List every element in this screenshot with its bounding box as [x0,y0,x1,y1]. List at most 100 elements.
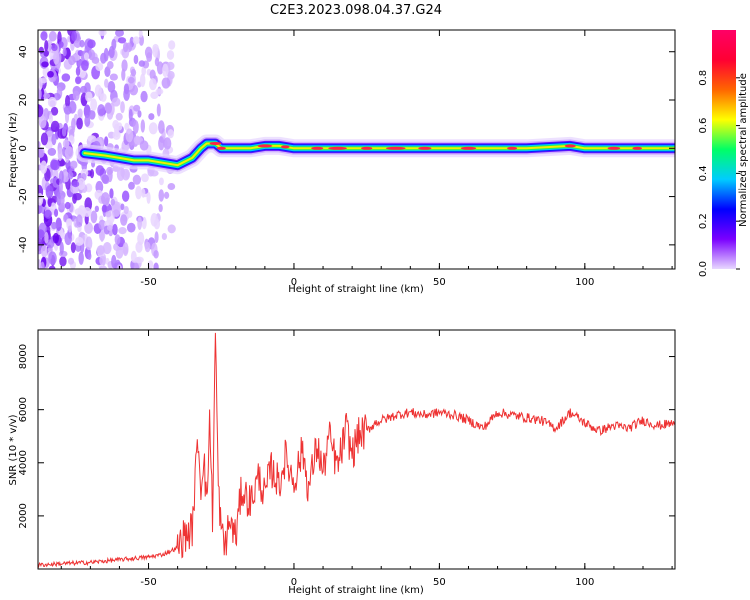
heatmap-cell [149,78,157,91]
heatmap-cell [127,76,135,84]
heatmap-x-axis-label: Height of straight line (km) [288,284,424,295]
colorbar-bar [712,30,736,269]
heatmap-cell [75,236,84,246]
heatmap-cell [68,55,76,66]
snr-line [38,332,675,568]
heatmap-cell [156,103,161,117]
heatmap-cell [38,104,44,118]
heatmap-cell [70,160,78,169]
heatmap-cell [76,214,83,228]
heatmap-cell [106,61,114,70]
heatmap-cell [122,42,129,53]
heatmap-cell [45,185,54,199]
heatmap-cell [115,30,124,37]
heatmap-cell [116,122,123,131]
heatmap-cell [101,174,110,184]
heatmap-cell [90,210,98,224]
heatmap-cell [111,203,121,217]
heatmap-cell [121,190,130,202]
ridge-peak [632,146,642,150]
x-tick-label: 100 [575,277,594,288]
heatmap-cell [148,113,155,120]
heatmap-x-ticks: -50 0 50 100 [60,30,673,288]
heatmap-cell [72,180,80,188]
heatmap-cell [83,52,90,61]
heatmap-cell [120,214,128,226]
heatmap-cell [118,227,127,235]
heatmap-cell [146,191,151,204]
heatmap-cell [59,241,64,256]
heatmap-cell [88,49,96,61]
heatmap-cell [65,94,71,108]
heatmap-cell [63,105,72,115]
heatmap-cell [47,96,57,108]
heatmap-cell [153,218,161,230]
heatmap-cell [89,168,95,179]
heatmap-cell [87,39,96,49]
heatmap-cell [46,239,55,249]
heatmap-cell [114,234,121,245]
x-tick-label: 0 [291,277,297,288]
ridge-peak [607,146,621,150]
heatmap-cell [99,93,107,102]
heatmap-cell [73,192,82,201]
heatmap-cell [144,46,153,59]
heatmap-cell [121,168,131,181]
colorbar-tick-label: 0.4 [698,165,709,181]
heatmap-cell [40,160,48,174]
heatmap-cell [140,119,146,133]
heatmap-cell [88,109,96,120]
heatmap-cell [59,256,67,267]
ridge-peak [281,145,290,149]
heatmap-cell [95,62,104,71]
heatmap-cell [51,44,58,52]
heatmap-cell [140,90,148,103]
heatmap-cell [58,180,63,194]
heatmap-cell [97,104,106,117]
heatmap-cell [62,139,70,149]
heatmap-cell [121,68,126,81]
heatmap-cell [40,132,48,146]
heatmap-cell [99,255,106,266]
heatmap-frame [37,29,676,270]
heatmap-cell [124,122,130,131]
heatmap-cell [53,208,59,218]
heatmap-cell [105,211,112,218]
heatmap-cell [138,30,143,38]
ridge-peak [311,146,324,150]
heatmap-cell [112,130,121,140]
heatmap-cell [100,52,107,64]
x-tick-label: 100 [575,577,594,588]
heatmap-cell [132,36,140,45]
heatmap-cell [139,140,149,151]
y-tick-label: 20 [18,94,29,107]
heatmap-cell [71,117,76,131]
heatmap-cell [120,203,125,211]
heatmap-cell [135,185,142,200]
heatmap-cell [70,242,76,254]
heatmap-cell [50,159,58,170]
heatmap-cell [153,249,159,259]
ridge-peak [216,146,226,150]
y-tick-label: 6000 [18,397,29,422]
heatmap-cell [62,171,70,183]
heatmap-cell [94,205,100,213]
x-tick-label: -50 [140,577,156,588]
colorbar-label: Normalized spectral amplitude [738,73,749,227]
heatmap-cell [60,195,65,205]
heatmap-cell [48,251,57,266]
colorbar-ticks: 0.0 0.2 0.4 0.6 0.8 [698,70,740,277]
heatmap-cell [158,136,165,151]
heatmap-cell [48,31,57,42]
ridge-peak [385,146,406,150]
heatmap-cell [43,92,51,99]
snr-panel: -50 0 50 100 2000 4000 6000 8000 Height of str… [8,329,676,596]
heatmap-cell [47,196,52,208]
ridge-peak [460,146,477,150]
heatmap-cell [48,113,54,124]
heatmap-cell [115,112,123,121]
heatmap-cell [44,209,52,219]
heatmap-cell [61,126,67,137]
heatmap-panel: -50 0 50 100 -40 -20 0 20 40 Height of straight… [8,29,676,295]
